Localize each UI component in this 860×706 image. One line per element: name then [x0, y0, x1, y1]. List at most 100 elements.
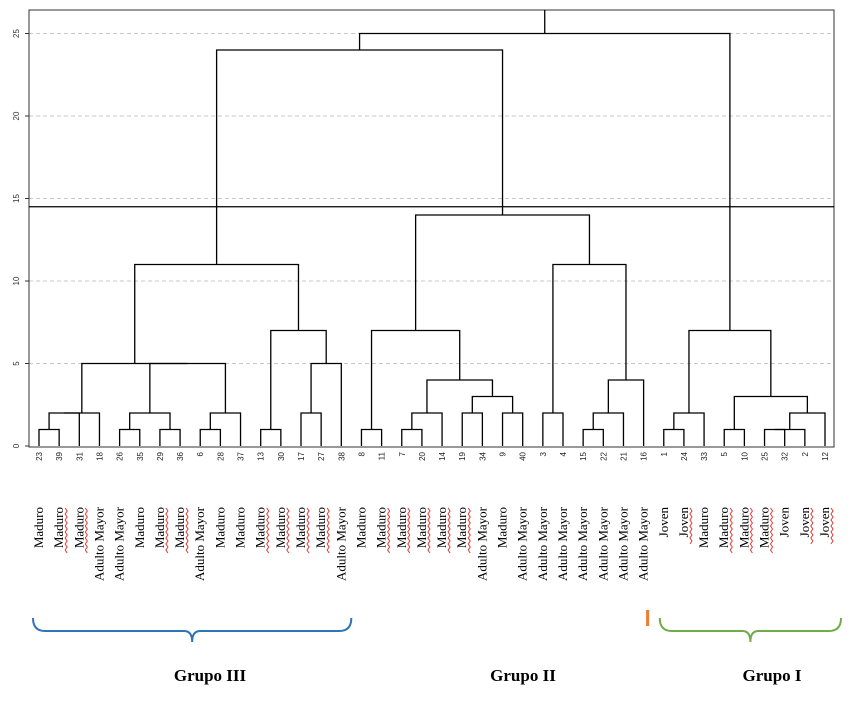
leaf-number: 14 [438, 451, 447, 460]
leaf-label: Maduro [51, 507, 66, 548]
leaf-number: 31 [75, 451, 84, 460]
spellcheck-underline [64, 507, 68, 554]
leaf-label: Maduro [696, 507, 711, 548]
leaf-number: 25 [761, 451, 770, 460]
leaf-number: 2 [801, 451, 810, 456]
dendrogram-link [310, 362, 342, 446]
spellcheck-underline [689, 507, 693, 545]
group-i-bracket [658, 617, 842, 643]
dendrogram-link [414, 214, 591, 331]
dendrogram-link [48, 412, 80, 446]
leaf-number: 9 [499, 451, 508, 456]
dendrogram-links [38, 10, 826, 446]
group-iii-label: Grupo III [174, 666, 247, 685]
spellcheck-underline [306, 507, 310, 554]
leaf-number: 20 [418, 451, 427, 460]
dendrogram-link [688, 329, 772, 413]
leaf-number: 38 [337, 451, 346, 460]
leaf-number: 11 [378, 451, 387, 460]
dendrogram-link [461, 412, 484, 446]
spellcheck-underline [387, 507, 391, 554]
leaf-label: Adulto Mayor [515, 506, 530, 581]
leaf-number: 19 [458, 451, 467, 460]
leaf-label: Adulto Mayor [192, 506, 207, 581]
dendrogram-link [38, 428, 60, 446]
leaf-label: Maduro [172, 507, 187, 548]
spellcheck-underline [447, 507, 451, 554]
dendrogram-link [199, 428, 222, 446]
y-tick-label: 10 [12, 276, 21, 285]
dendrogram-link [134, 263, 300, 364]
dendrogram-link [270, 329, 327, 430]
dendrogram-link [501, 412, 524, 446]
leaf-label: Joven [797, 507, 812, 538]
y-tick-label: 25 [12, 29, 21, 38]
spellcheck-underline [427, 507, 431, 554]
leaf-number: 36 [176, 451, 185, 460]
leaf-label: Adulto Mayor [575, 506, 590, 581]
leaf-label: Maduro [132, 507, 147, 548]
leaf-label: Adulto Mayor [636, 506, 651, 581]
group-ii-label: Grupo II [490, 666, 556, 685]
spellcheck-underline [286, 507, 290, 554]
y-tick-label: 15 [12, 194, 21, 203]
leaf-label: Adulto Mayor [91, 506, 106, 581]
leaf-number: 15 [579, 451, 588, 460]
leaf-label: Adulto Mayor [112, 506, 127, 581]
leaf-number: 16 [640, 451, 649, 460]
dendrogram-link [149, 362, 227, 413]
leaf-number: 10 [740, 451, 749, 460]
leaf-label: Maduro [716, 507, 731, 548]
dendrogram-link [471, 395, 514, 413]
spellcheck-underline [810, 507, 814, 545]
dendrogram-link [723, 428, 746, 446]
leaf-number: 6 [196, 451, 205, 456]
dendrogram-link [118, 428, 141, 446]
y-tick-label: 0 [12, 443, 21, 448]
dendrogram-link [582, 428, 604, 446]
dendrogram-link [260, 428, 282, 446]
dendrogram-link [763, 428, 786, 446]
leaf-label: Maduro [253, 507, 268, 548]
spellcheck-underline [84, 507, 88, 554]
leaf-number: 5 [720, 451, 729, 456]
leaf-number: 35 [136, 451, 145, 460]
spellcheck-underline [326, 507, 330, 554]
group-iii-bracket [32, 617, 353, 643]
leaf-label: Adulto Mayor [535, 506, 550, 581]
spellcheck-underline [467, 507, 471, 554]
leaf-label: Adulto Mayor [595, 506, 610, 581]
dendrogram-link [401, 428, 423, 446]
leaf-number: 40 [519, 451, 528, 460]
leaf-number: 21 [619, 451, 628, 460]
leaf-label: Maduro [757, 507, 772, 548]
leaf-label: Maduro [152, 507, 167, 548]
spellcheck-underline [830, 507, 834, 545]
leaf-label: Adulto Mayor [555, 506, 570, 581]
dendrogram-link [774, 428, 806, 446]
leaf-number: 18 [95, 451, 104, 460]
leaf-number: 26 [116, 451, 125, 460]
spellcheck-underline [729, 507, 733, 554]
leaf-number: 7 [398, 451, 407, 456]
leaf-label: Maduro [212, 507, 227, 548]
group-i-label: Grupo I [742, 666, 801, 685]
leaf-number: 1 [660, 451, 669, 456]
leaf-number: 8 [357, 451, 366, 456]
leaf-label: Maduro [273, 507, 288, 548]
leaf-number: 13 [257, 451, 266, 460]
plot-frame [28, 9, 835, 448]
y-tick-label: 20 [12, 111, 21, 120]
leaf-label: Joven [777, 507, 792, 538]
leaf-number: 17 [297, 451, 306, 460]
leaf-number: 39 [55, 451, 64, 460]
leaf-number: 33 [700, 451, 709, 460]
spellcheck-underline [407, 507, 411, 554]
dendrogram-link [81, 362, 188, 413]
group-brackets: Grupo III Grupo II Grupo I [32, 610, 842, 685]
leaf-number: 30 [277, 451, 286, 460]
dendrogram-link [159, 428, 181, 446]
leaf-label: Maduro [414, 507, 429, 548]
